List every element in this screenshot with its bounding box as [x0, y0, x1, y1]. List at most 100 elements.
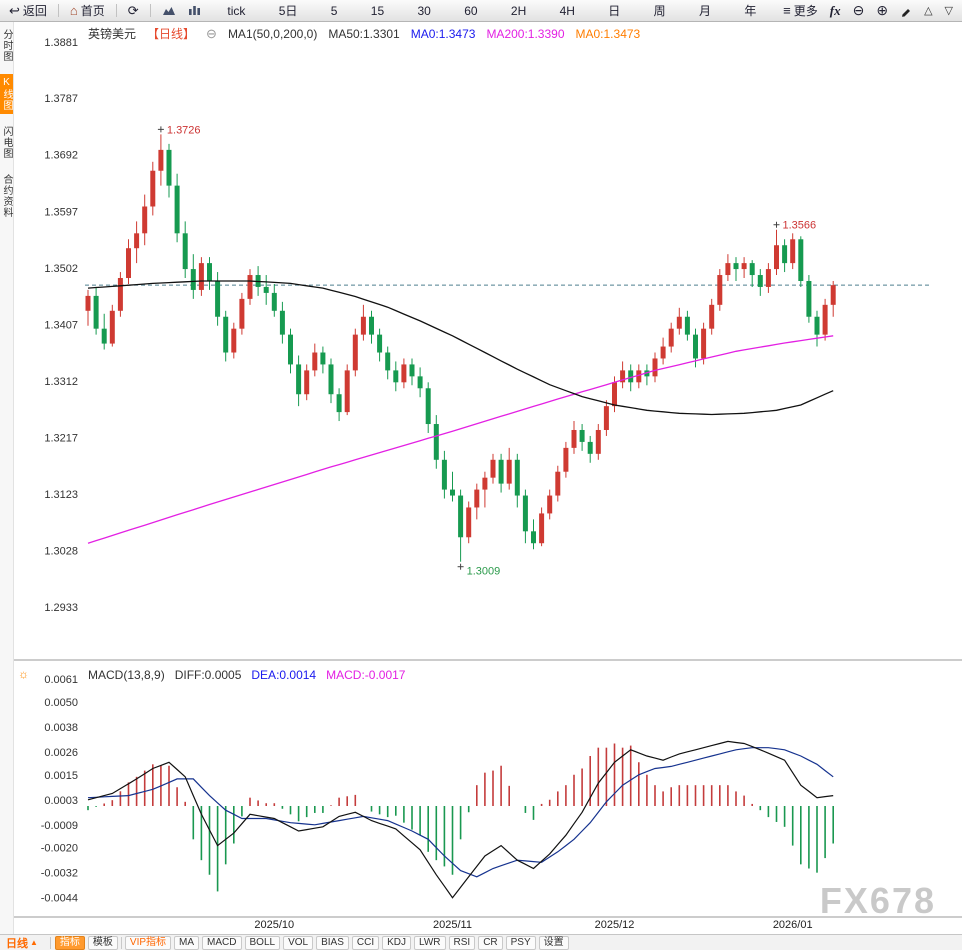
back-button[interactable]: ↩ 返回: [6, 2, 50, 19]
svg-text:0.0026: 0.0026: [44, 747, 78, 759]
candlestick-chart[interactable]: 1.3726 1.3566 1.3009 1.3881 1.3787 1.3692 1.35…: [14, 22, 962, 934]
toolbar-divider: [115, 4, 117, 17]
sidebar-item-合约资料[interactable]: 合约资料: [1, 174, 12, 218]
timeframe-周[interactable]: 周: [653, 4, 666, 18]
pencil-icon: [902, 8, 911, 17]
bottombar-divider: [49, 936, 51, 949]
draw-button[interactable]: [897, 5, 915, 17]
timeframe-15[interactable]: 15: [370, 3, 385, 18]
more-button[interactable]: ≡ 更多: [780, 2, 821, 19]
timeframe-2H[interactable]: 2H: [510, 3, 527, 18]
svg-text:1.3502: 1.3502: [44, 263, 78, 275]
back-arrow-icon: ↩: [9, 3, 20, 18]
area-chart-icon: [162, 7, 175, 15]
bottom-tab-PSY[interactable]: PSY: [505, 935, 536, 950]
svg-text:1.3881: 1.3881: [44, 37, 78, 49]
home-button[interactable]: ⌂ 首页: [67, 2, 108, 19]
ma50-value: MA50:1.3301: [328, 26, 400, 41]
bottom-tab-设置[interactable]: 设置: [538, 935, 569, 950]
symbol-title: 英镑美元: [88, 27, 137, 41]
bottom-tab-BIAS[interactable]: BIAS: [316, 935, 349, 950]
legend-collapse-icon[interactable]: ⊖: [206, 25, 217, 41]
bottombar-divider: [120, 936, 122, 949]
svg-text:1.3597: 1.3597: [44, 206, 78, 218]
svg-text:2025/10: 2025/10: [254, 919, 294, 931]
svg-text:2026/01: 2026/01: [773, 919, 813, 931]
sidebar-item-分时图[interactable]: 分时图: [1, 29, 12, 62]
kline-bars-icon: [188, 6, 200, 15]
bottom-tab-BOLL[interactable]: BOLL: [244, 935, 281, 950]
top-toolbar: ↩ 返回 ⌂ 首页 ⟳ tick 5日 5 15 30 60 2H 4H 日 周 月 年 ≡: [0, 0, 962, 22]
ma200-value: MA200:1.3390: [486, 26, 565, 41]
timeframe-4H[interactable]: 4H: [559, 3, 575, 18]
zoom-in-button[interactable]: ⊕: [876, 2, 889, 18]
svg-text:1.3407: 1.3407: [44, 320, 78, 332]
svg-text:-0.0044: -0.0044: [41, 893, 78, 905]
sidebar-item-闪电图[interactable]: 闪电图: [1, 126, 12, 159]
home-icon: ⌂: [69, 3, 78, 18]
back-label: 返回: [22, 4, 47, 18]
home-label: 首页: [80, 4, 105, 18]
bottom-tab-VIP指标[interactable]: VIP指标: [124, 935, 172, 950]
macd-hist-value: MACD:-0.0017: [326, 668, 406, 682]
area-chart-button[interactable]: [159, 5, 179, 16]
bottom-tab-KDJ[interactable]: KDJ: [382, 935, 412, 950]
svg-text:2025/11: 2025/11: [433, 919, 472, 931]
timeframe-30[interactable]: 30: [417, 3, 431, 18]
toolbar-divider: [57, 4, 59, 17]
timeframe-月[interactable]: 月: [698, 4, 711, 18]
scroll-up-button[interactable]: △: [924, 5, 933, 17]
svg-text:1.3009: 1.3009: [467, 566, 501, 578]
svg-text:1.3692: 1.3692: [44, 150, 78, 162]
bottom-tab-MA[interactable]: MA: [174, 935, 200, 950]
timeframe-group: tick 5日 5 15 30 60 2H 4H 日 周 月 年: [214, 2, 770, 19]
zoom-out-button[interactable]: ⊖: [852, 2, 865, 18]
formula-button[interactable]: fx: [827, 3, 844, 19]
ma-settings-label: MA1(50,0,200,0): [227, 26, 318, 41]
left-sidebar: 分时图 K线图闪电图合约资料: [0, 22, 14, 934]
timeframe-日[interactable]: 日: [608, 4, 621, 18]
ma0-blue-value: MA0:1.3473: [410, 26, 476, 41]
period-selector-label: 日线: [6, 937, 28, 950]
svg-text:1.3217: 1.3217: [44, 433, 78, 445]
period-selector[interactable]: 日线 ▲: [4, 935, 46, 950]
svg-text:1.3726: 1.3726: [167, 124, 201, 136]
chart-area[interactable]: 1.3726 1.3566 1.3009 1.3881 1.3787 1.3692 1.35…: [14, 22, 962, 934]
toolbar-divider: [149, 4, 151, 17]
ma0-orange-value: MA0:1.3473: [575, 26, 641, 41]
refresh-button[interactable]: ⟳: [125, 4, 142, 17]
indicator-tabs: 指标 模板 VIP指标 MA MACD BOLL VOL BIAS CCI KDJ LWR RSI CR…: [54, 935, 569, 950]
svg-text:1.3028: 1.3028: [44, 545, 78, 557]
bottom-tab-RSI[interactable]: RSI: [448, 935, 476, 950]
svg-text:1.3787: 1.3787: [44, 93, 78, 105]
svg-text:-0.0020: -0.0020: [41, 843, 78, 855]
timeframe-5[interactable]: 5: [330, 3, 338, 18]
scroll-down-button[interactable]: ▽: [944, 5, 953, 17]
timeframe-tick[interactable]: tick: [227, 3, 246, 18]
bottom-tab-模板[interactable]: 模板: [87, 935, 118, 950]
bottom-tab-指标[interactable]: 指标: [54, 935, 85, 950]
svg-text:1.3566: 1.3566: [783, 220, 817, 232]
bottom-tab-CCI[interactable]: CCI: [351, 935, 380, 950]
bottom-toolbar: 日线 ▲ 指标 模板 VIP指标 MA MACD BOLL VOL BIAS CCI KDJ LWR…: [0, 934, 962, 950]
svg-text:1.2933: 1.2933: [44, 602, 78, 614]
timeframe-60[interactable]: 60: [464, 3, 478, 18]
fx-icon: fx: [829, 2, 841, 18]
menu-icon: ≡: [783, 3, 791, 18]
svg-text:0.0050: 0.0050: [44, 697, 78, 709]
svg-text:1.3312: 1.3312: [44, 376, 78, 388]
timeframe-年[interactable]: 年: [744, 4, 757, 18]
sidebar-item-K线图[interactable]: K线图: [0, 74, 13, 114]
svg-text:-0.0009: -0.0009: [41, 820, 78, 832]
bottom-tab-LWR[interactable]: LWR: [414, 935, 446, 950]
bottom-tab-VOL[interactable]: VOL: [283, 935, 314, 950]
bottom-tab-MACD[interactable]: MACD: [202, 935, 242, 950]
kline-chart-button[interactable]: [185, 5, 204, 16]
timeframe-5日[interactable]: 5日: [278, 4, 298, 18]
bottom-tab-CR[interactable]: CR: [478, 935, 503, 950]
indicator-settings-icon[interactable]: ☼: [18, 667, 29, 681]
svg-text:0.0038: 0.0038: [44, 722, 78, 734]
svg-text:-0.0032: -0.0032: [41, 868, 78, 880]
svg-text:2025/12: 2025/12: [595, 919, 635, 931]
